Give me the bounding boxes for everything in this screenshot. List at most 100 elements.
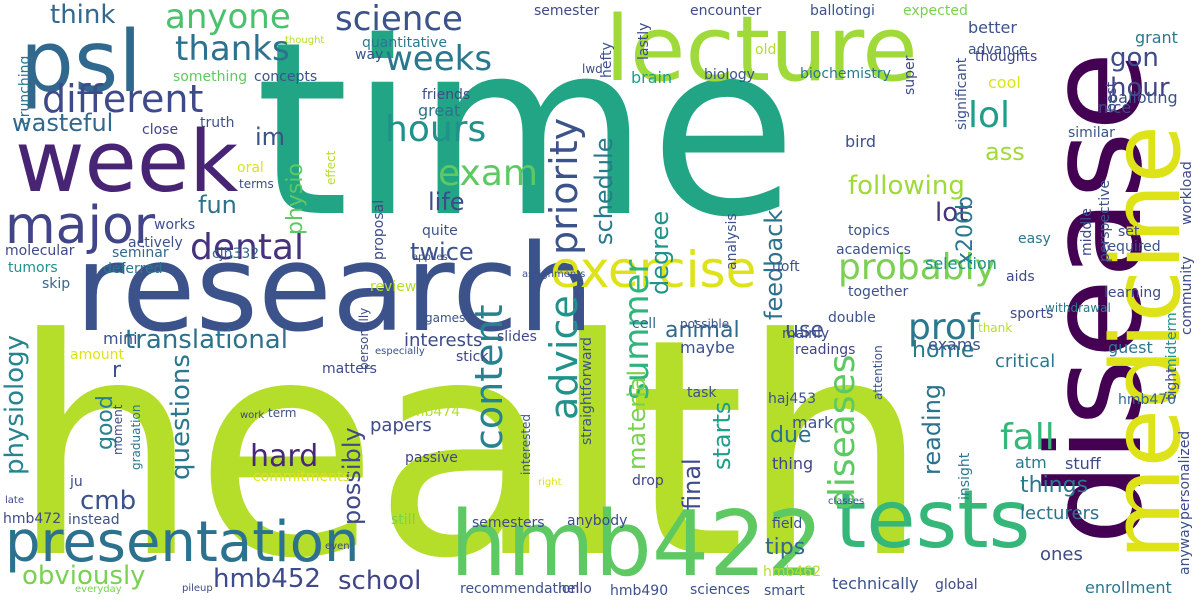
cloud-word: molecular — [5, 243, 75, 259]
cloud-word: midterm — [1164, 312, 1180, 372]
cloud-word: close — [142, 122, 179, 138]
cloud-word: bird — [845, 132, 877, 151]
cloud-word: material — [623, 369, 651, 470]
cloud-word: priority — [542, 117, 586, 255]
cloud-word: exam — [438, 153, 538, 194]
cloud-word: attention — [871, 345, 885, 400]
cloud-word: works — [154, 217, 196, 233]
cloud-word: lecturers — [1020, 503, 1100, 524]
cloud-word: exams — [928, 335, 981, 354]
cloud-word: lol — [968, 95, 1011, 136]
cloud-word: different — [42, 77, 204, 121]
cloud-word: ju — [70, 474, 83, 490]
cloud-word: im — [255, 123, 286, 151]
cloud-word: ballotingi — [810, 3, 875, 19]
cloud-word: review — [370, 279, 417, 295]
cloud-word: maybe — [680, 338, 735, 357]
cloud-word: mini — [103, 329, 138, 348]
cloud-word: lwd — [582, 62, 603, 76]
cloud-word: sports — [1010, 306, 1054, 322]
cloud-word: semester — [534, 3, 600, 19]
cloud-word: nice — [1098, 98, 1132, 117]
cloud-word: final — [678, 458, 706, 510]
cloud-word: analysis — [724, 213, 740, 270]
cloud-word: especially — [375, 346, 425, 357]
cloud-word: major — [5, 196, 156, 256]
cloud-word: hmb452 — [213, 564, 321, 594]
cloud-word: week — [15, 113, 239, 212]
cloud-word: cjh332 — [212, 246, 260, 262]
cloud-word: advance — [968, 42, 1028, 58]
cloud-word: balloting — [1108, 88, 1178, 107]
cloud-word: biology — [704, 67, 755, 83]
cloud-word: guest — [1108, 338, 1153, 357]
cloud-word: moment — [111, 404, 125, 455]
cloud-word: gon — [1110, 43, 1159, 73]
cloud-word: ones — [1040, 544, 1083, 565]
cloud-word: academics — [836, 242, 911, 258]
cloud-word: easy — [1018, 231, 1051, 247]
cloud-word: significant — [954, 57, 970, 130]
cloud-word: quantitative — [362, 35, 447, 51]
cloud-word: fun — [198, 191, 237, 219]
cloud-word: wasteful — [12, 109, 114, 137]
cloud-word: science — [335, 0, 463, 39]
cloud-word: exercise — [550, 241, 757, 299]
cloud-word: mainly — [782, 326, 830, 342]
cloud-word: encounter — [690, 3, 762, 19]
cloud-word: expected — [903, 3, 968, 19]
cloud-word: commitments — [253, 469, 350, 485]
cloud-word: reading — [918, 383, 946, 475]
cloud-word: required — [1102, 239, 1161, 255]
cloud-word: hmb422 — [450, 492, 824, 597]
cloud-word: smart — [764, 583, 805, 599]
cloud-word: uoft — [772, 259, 800, 275]
cloud-word: lot — [935, 198, 969, 228]
cloud-word: hour — [1110, 73, 1170, 103]
cloud-word: due — [770, 423, 812, 448]
cloud-word: aids — [1006, 269, 1035, 285]
cloud-word: withdrawal — [1045, 301, 1111, 315]
cloud-word: atm — [1015, 453, 1047, 472]
cloud-word: advice — [542, 295, 586, 420]
cloud-word: double — [828, 310, 876, 326]
cloud-word: truth — [200, 115, 235, 131]
cloud-word: presentation — [5, 510, 360, 575]
cloud-word: fall — [1000, 417, 1055, 458]
cloud-word: ass — [985, 138, 1025, 166]
cloud-word: right — [538, 477, 562, 488]
cloud-word: anyway — [1177, 520, 1193, 575]
cloud-word: cool — [988, 73, 1021, 92]
cloud-word: middle — [1079, 208, 1095, 256]
cloud-word: still — [391, 512, 416, 528]
cloud-word: health — [10, 275, 930, 600]
cloud-word: games — [425, 311, 466, 325]
cloud-word: set — [1118, 224, 1140, 240]
cloud-word: interests — [404, 330, 483, 351]
cloud-word: biochemistry — [800, 66, 891, 82]
cloud-word: lecture — [605, 0, 918, 102]
cloud-word: following — [848, 171, 965, 201]
cloud-word: global — [935, 577, 978, 593]
cloud-word: thoughts — [975, 49, 1038, 65]
cloud-word: community — [1179, 256, 1195, 335]
cloud-word: twice — [410, 238, 474, 266]
cloud-word: tips — [765, 535, 806, 560]
cloud-word: way — [355, 47, 384, 63]
cloud-word: haj453 — [768, 391, 817, 407]
cloud-word: proposal — [371, 199, 387, 260]
cloud-word: learning — [1104, 285, 1162, 301]
cloud-word: grant — [1135, 28, 1178, 47]
cloud-word: psl — [20, 13, 142, 112]
cloud-word: sciences — [690, 582, 750, 598]
cloud-word: task — [687, 385, 717, 401]
cloud-word: amount — [70, 347, 125, 363]
cloud-word: personally — [357, 307, 371, 370]
cloud-word: critical — [995, 351, 1056, 372]
cloud-word: translational — [125, 325, 288, 355]
cloud-word: enrollment — [1085, 578, 1172, 597]
cloud-word: quite — [422, 223, 458, 239]
cloud-word: obviously — [22, 561, 146, 591]
cloud-word: hard — [250, 439, 319, 474]
cloud-word: brain — [631, 68, 673, 87]
